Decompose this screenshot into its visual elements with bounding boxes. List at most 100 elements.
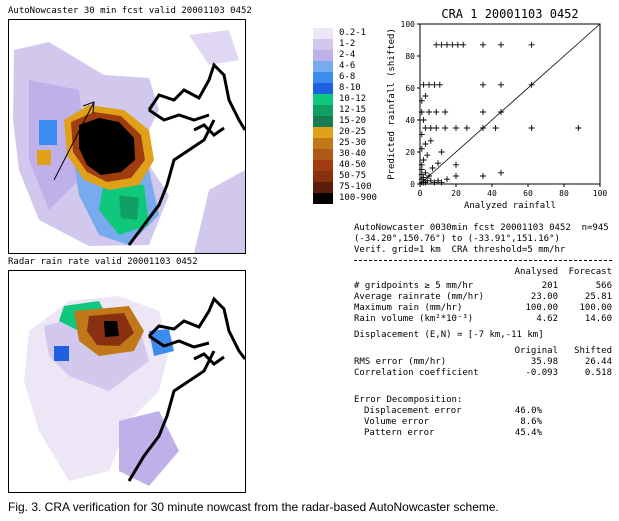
stat-value-a: -0.093 (525, 368, 558, 378)
data-point (449, 41, 456, 48)
legend-label: 6-8 (339, 72, 356, 82)
radar-rain-map-canvas (24, 296, 245, 486)
data-point (528, 41, 535, 48)
data-point (420, 117, 427, 123)
stat-value-b: 14.60 (584, 314, 612, 324)
data-point (433, 125, 440, 131)
data-point (453, 173, 459, 179)
y-tick-label: 80 (405, 52, 415, 61)
data-point (418, 97, 425, 104)
stat-value-a: 35.98 (530, 357, 558, 367)
legend-swatch (313, 72, 333, 83)
y-axis-label: Predicted rainfall (shifted) (387, 28, 397, 180)
stat-label: Correlation coefficient (354, 368, 479, 378)
decomp-row: Displacement error 46.0% (354, 406, 612, 417)
col-forecast: Forecast (568, 267, 612, 277)
data-point (438, 179, 445, 186)
data-point (426, 173, 432, 179)
stats-row: RMS error (mm/hr) 35.98 26.44 (354, 357, 612, 368)
legend-label: 75-100 (339, 182, 372, 192)
radar-rain-map (8, 270, 246, 493)
legend-item: 6-8 (313, 72, 383, 83)
legend-swatch (313, 138, 333, 149)
legend-label: 0.2-1 (339, 28, 367, 38)
legend-item: 20-25 (313, 127, 383, 138)
data-point (422, 169, 429, 176)
data-point (422, 125, 429, 131)
legend-swatch (313, 182, 333, 193)
data-point (418, 161, 425, 168)
stats-header-line3: Verif. grid=1 km CRA threshold=5 mm/hr (354, 245, 566, 255)
legend-label: 100-900 (339, 193, 377, 203)
legend-swatch (313, 149, 333, 160)
displacement-line: Displacement (E,N) = [-7 km,-11 km] (354, 330, 544, 340)
legend-swatch (313, 171, 333, 182)
data-point (498, 109, 504, 115)
data-point (528, 81, 535, 88)
data-point (435, 177, 441, 184)
data-point (438, 41, 445, 48)
legend-label: 30-40 (339, 149, 367, 159)
legend-item: 100-900 (313, 193, 383, 204)
stat-value-b: 100.00 (579, 303, 612, 313)
legend-swatch (313, 83, 333, 94)
legend-item: 1-2 (313, 39, 383, 50)
stat-label: Maximum rain (mm/hr) (354, 303, 463, 313)
stats-row: Maximum rain (mm/hr) 100.00 100.00 (354, 303, 612, 314)
data-point (442, 125, 449, 131)
legend-swatch (313, 94, 333, 105)
stat-value-a: 23.00 (530, 292, 558, 302)
stats-row: Correlation coefficient -0.093 0.518 (354, 368, 612, 379)
legend-item: 50-75 (313, 171, 383, 182)
forecast-rain-map (8, 19, 246, 254)
legend-swatch (313, 50, 333, 61)
stats-rows: # gridpoints ≥ 5 mm/hr 201 566 Average rain… (354, 281, 612, 325)
data-point (436, 81, 443, 88)
y-tick-label: 60 (405, 84, 415, 93)
legend-swatch (313, 28, 333, 39)
data-point (454, 41, 461, 48)
data-point (528, 125, 535, 131)
data-point (420, 157, 427, 163)
stat-value-b: 25.81 (584, 292, 612, 302)
legend-swatch (313, 39, 333, 50)
legend-label: 1-2 (339, 39, 356, 49)
stat-value-b: 0.518 (584, 368, 612, 378)
legend-swatch (313, 105, 333, 116)
data-point (431, 179, 438, 186)
x-tick-label: 40 (487, 189, 497, 198)
decomp-value: 8.6% (520, 417, 542, 427)
data-point (492, 125, 499, 131)
legend-item: 30-40 (313, 149, 383, 160)
stat-value-a: 100.00 (525, 303, 558, 313)
decomp-rows: Displacement error 46.0% Volume error 8.6% P… (354, 406, 612, 439)
x-tick-label: 20 (451, 189, 461, 198)
data-point (444, 41, 450, 48)
data-point (435, 160, 441, 167)
col-shifted: Shifted (574, 346, 612, 356)
legend-label: 10-12 (339, 94, 367, 104)
data-point (427, 137, 434, 144)
decomp-label: Displacement error (364, 406, 462, 416)
stats-header-line2: (-34.20°,150.76°) to (-33.91°,151.16°) (354, 234, 560, 244)
legend-item: 0.2-1 (313, 28, 383, 39)
data-point (418, 109, 425, 115)
legend-label: 12-15 (339, 105, 367, 115)
data-point (418, 131, 425, 138)
decomp-label: Volume error (364, 417, 430, 427)
data-point (438, 149, 445, 155)
legend-swatch (313, 160, 333, 171)
data-point (426, 109, 432, 115)
data-point (433, 109, 440, 115)
legend-label: 8-10 (339, 83, 361, 93)
decomp-value: 46.0% (514, 406, 542, 416)
legend-item: 10-12 (313, 94, 383, 105)
stat-label: Rain volume (km²*10⁻³) (354, 314, 474, 324)
legend-label: 4-6 (339, 61, 356, 71)
data-point (429, 165, 436, 171)
figure-caption: Fig. 3. CRA verification for 30 minute n… (8, 500, 499, 514)
data-point (427, 125, 434, 131)
y-tick-label: 20 (405, 148, 415, 157)
x-tick-label: 60 (523, 189, 533, 198)
cra-scatter-svg: CRA 1 20001103 0452 0 20 40 60 80 100 0 20 40 60 80… (387, 7, 607, 211)
